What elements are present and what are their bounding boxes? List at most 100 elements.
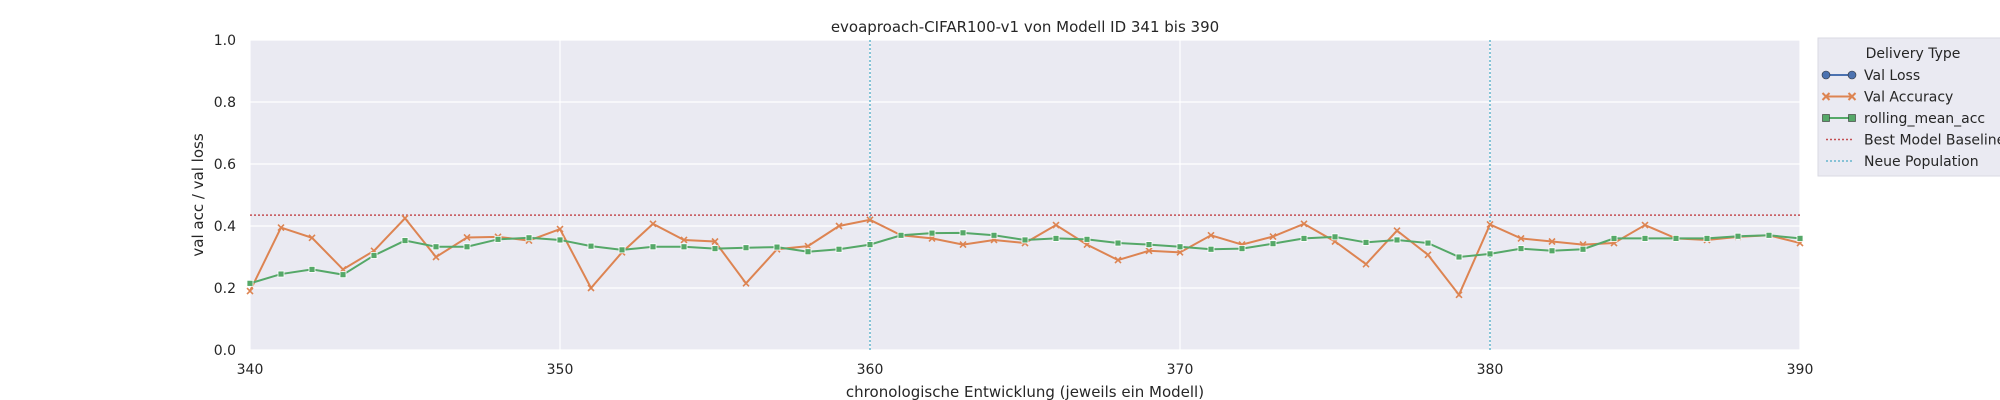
rolling-mean-acc-point-389 bbox=[1765, 231, 1773, 239]
val-accuracy-point-382 bbox=[1548, 237, 1556, 246]
rolling-mean-acc-point-368 bbox=[1114, 239, 1122, 247]
x-tick-label-5: 390 bbox=[1787, 362, 1814, 378]
rolling-mean-acc-point-385 bbox=[1641, 234, 1649, 242]
y-tick-label-4: 0.8 bbox=[214, 95, 236, 111]
rolling-mean-acc-point-348 bbox=[494, 235, 502, 243]
rolling-mean-acc-point-388 bbox=[1734, 232, 1742, 240]
legend-entry-val-accuracy: Val Accuracy bbox=[1821, 90, 1953, 106]
val-accuracy-point-376 bbox=[1362, 260, 1370, 268]
rolling-mean-acc-point-377 bbox=[1393, 236, 1401, 244]
rolling-mean-acc-point-346 bbox=[432, 243, 440, 251]
grid bbox=[249, 39, 1801, 351]
val-accuracy-point-369 bbox=[1145, 247, 1153, 255]
rolling-mean-acc-point-355 bbox=[711, 245, 719, 253]
x-tick-label-0: 340 bbox=[237, 362, 264, 378]
rolling-mean-acc-point-382 bbox=[1548, 247, 1556, 255]
val-accuracy-point-373 bbox=[1269, 232, 1277, 241]
val-accuracy-point-370 bbox=[1176, 248, 1184, 256]
x-tick-label-2: 360 bbox=[857, 362, 884, 378]
legend-title: Delivery Type bbox=[1866, 46, 1961, 62]
rolling-mean-acc-point-369 bbox=[1145, 241, 1153, 249]
legend-entry-rolling-mean-acc: rolling_mean_acc bbox=[1822, 111, 1985, 127]
rolling-mean-acc-point-370 bbox=[1176, 243, 1184, 251]
rolling-mean-acc-point-383 bbox=[1579, 245, 1587, 253]
rolling-mean-acc-point-362 bbox=[928, 229, 936, 237]
val-accuracy-point-351 bbox=[587, 284, 595, 292]
val-accuracy-point-378 bbox=[1424, 251, 1432, 259]
val-accuracy-point-350 bbox=[556, 225, 564, 233]
rolling-mean-acc-point-352 bbox=[618, 246, 626, 254]
val-accuracy-point-368 bbox=[1114, 256, 1122, 264]
legend-entry-best-model-baseline: Best Model Baseline bbox=[1826, 133, 2000, 149]
plot-area bbox=[250, 40, 1800, 350]
val-accuracy-point-371 bbox=[1207, 231, 1215, 239]
val-accuracy-point-341 bbox=[277, 223, 285, 232]
legend-entry-val-loss: Val Loss bbox=[1821, 68, 1920, 84]
rolling-mean-acc-point-342 bbox=[308, 265, 316, 273]
chart-title: evoaproach-CIFAR100-v1 von Modell ID 341… bbox=[831, 18, 1219, 36]
rolling-mean-acc-point-345 bbox=[401, 237, 409, 244]
val-accuracy-point-346 bbox=[432, 253, 440, 261]
val-accuracy-point-360 bbox=[866, 216, 874, 224]
y-tick-label-0: 0.0 bbox=[214, 343, 236, 359]
val-accuracy-point-359 bbox=[835, 222, 843, 230]
val-accuracy-point-345 bbox=[401, 214, 409, 222]
rolling-mean-acc-point-375 bbox=[1331, 233, 1339, 241]
rolling-mean-acc-point-386 bbox=[1672, 234, 1680, 242]
rolling-mean-acc-point-380 bbox=[1486, 250, 1494, 258]
rolling-mean-acc-point-343 bbox=[339, 271, 347, 279]
val-accuracy-point-353 bbox=[649, 220, 657, 228]
rolling-mean-acc-point-378 bbox=[1424, 239, 1432, 247]
x-tick-label-3: 370 bbox=[1167, 362, 1194, 378]
rolling-mean-acc-point-379 bbox=[1455, 253, 1463, 261]
val-accuracy-point-385 bbox=[1641, 221, 1649, 229]
y-tick-label-2: 0.4 bbox=[214, 219, 236, 235]
rolling-mean-acc-point-351 bbox=[587, 242, 595, 250]
legend-label-val-loss: Val Loss bbox=[1864, 68, 1920, 84]
series-group bbox=[246, 214, 1804, 299]
rolling-mean-acc-point-347 bbox=[463, 243, 471, 251]
val-accuracy-point-355 bbox=[711, 237, 719, 246]
legend-box bbox=[1817, 37, 2000, 177]
val-accuracy-point-380 bbox=[1486, 220, 1494, 229]
rolling-mean-acc-point-349 bbox=[525, 234, 533, 242]
rolling-mean-acc-point-340 bbox=[246, 279, 254, 287]
rolling-mean-acc-point-357 bbox=[773, 243, 781, 251]
legend-label-val-accuracy: Val Accuracy bbox=[1864, 90, 1953, 106]
legend: Delivery Type Val Loss Val Accuracy rollin… bbox=[1817, 37, 2000, 177]
rolling-mean-acc-point-344 bbox=[370, 252, 378, 259]
val-accuracy-point-377 bbox=[1393, 227, 1401, 235]
val-accuracy-point-340 bbox=[246, 287, 254, 295]
val-accuracy-point-366 bbox=[1052, 221, 1060, 229]
rolling-mean-acc-point-376 bbox=[1362, 239, 1370, 246]
y-tick-labels: 0.0 0.2 0.4 0.6 0.8 1.0 bbox=[214, 33, 236, 359]
val-accuracy-point-358 bbox=[804, 242, 812, 250]
val-accuracy-point-356 bbox=[742, 279, 750, 287]
rolling-mean-acc-point-371 bbox=[1207, 245, 1215, 253]
val-accuracy-point-363 bbox=[959, 241, 967, 249]
legend-entry-neue-population: Neue Population bbox=[1826, 154, 1979, 170]
rolling-mean-acc-point-387 bbox=[1703, 234, 1711, 242]
y-tick-label-1: 0.2 bbox=[214, 281, 236, 297]
rolling-mean-acc-point-361 bbox=[897, 231, 905, 239]
legend-label-neue-population: Neue Population bbox=[1864, 154, 1979, 170]
y-tick-label-5: 1.0 bbox=[214, 33, 236, 49]
rolling-mean-acc-point-366 bbox=[1052, 234, 1060, 242]
rolling-mean-acc-point-360 bbox=[866, 241, 874, 249]
rolling-mean-acc-point-384 bbox=[1610, 234, 1618, 242]
val-accuracy-point-354 bbox=[680, 236, 688, 244]
rolling-mean-acc-point-353 bbox=[649, 243, 657, 251]
rolling-mean-acc-point-354 bbox=[680, 243, 688, 251]
rolling-mean-acc-point-381 bbox=[1517, 245, 1525, 253]
rolling-mean-acc-point-372 bbox=[1238, 245, 1246, 253]
rolling-mean-acc-point-356 bbox=[742, 244, 750, 252]
rolling-mean-acc-point-358 bbox=[804, 248, 812, 256]
rolling-mean-acc-point-350 bbox=[556, 236, 564, 244]
rolling-mean-acc-point-365 bbox=[1021, 236, 1029, 244]
legend-items: Val Loss Val Accuracy rolling_mean_acc Best… bbox=[1821, 68, 2000, 170]
rolling-mean-acc-point-367 bbox=[1083, 235, 1091, 243]
x-tick-label-1: 350 bbox=[547, 362, 574, 378]
y-axis-label: val acc / val loss bbox=[189, 133, 207, 256]
rolling-mean-acc-point-364 bbox=[990, 231, 998, 239]
